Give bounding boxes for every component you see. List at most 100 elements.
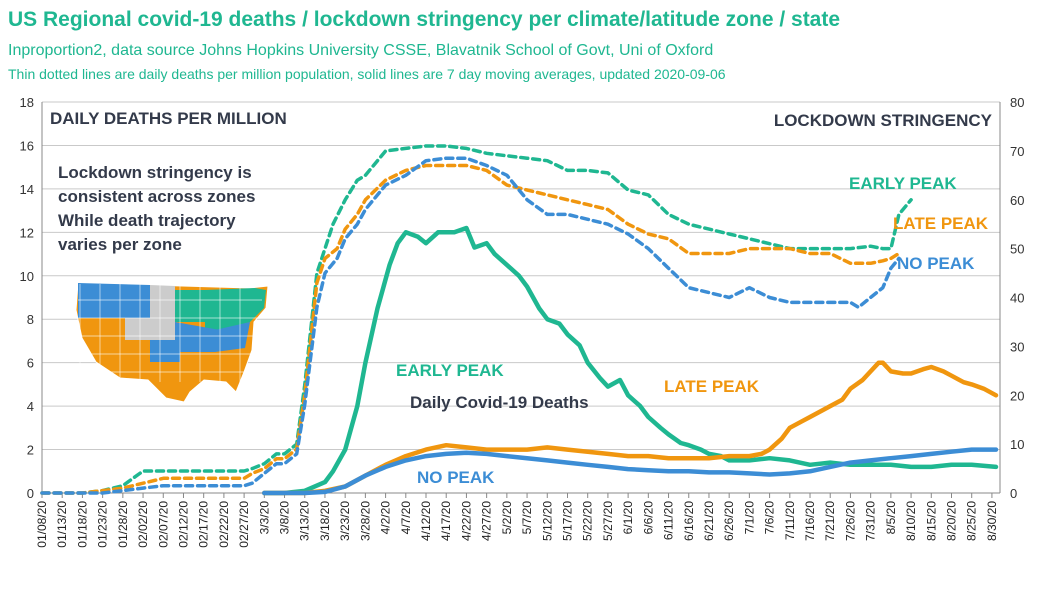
x-tick-label: 4/17/20	[439, 501, 453, 541]
x-tick-label: 3/18/20	[318, 501, 332, 541]
x-tick-label: 7/16/20	[803, 501, 817, 541]
x-tick-label: 02/02/20	[136, 501, 150, 548]
left-tick-label: 10	[20, 269, 34, 284]
x-tick-label: 6/21/20	[702, 501, 716, 541]
map-region	[175, 290, 205, 322]
x-tick-label: 7/11/20	[783, 501, 797, 540]
x-tick-label: 5/2/20	[500, 501, 514, 535]
x-tick-label: 7/6/20	[763, 501, 777, 535]
x-tick-label: 4/7/20	[399, 501, 413, 535]
left-tick-label: 14	[20, 182, 34, 197]
x-tick-label: 3/8/20	[278, 501, 292, 535]
map-region	[205, 288, 266, 330]
map-region	[125, 318, 175, 340]
annotation-label: Lockdown stringency is	[58, 163, 252, 182]
x-tick-label: 4/2/20	[379, 501, 393, 535]
x-tick-label: 3/23/20	[338, 501, 352, 541]
chart-note: Thin dotted lines are daily deaths per m…	[8, 66, 726, 82]
us-states-map-icon	[75, 282, 269, 403]
x-tick-label: 3/3/20	[257, 501, 271, 535]
left-tick-label: 16	[20, 138, 34, 153]
series-deaths_7day_avg-late	[262, 360, 999, 496]
annotation-label: LOCKDOWN STRINGENCY	[774, 111, 993, 130]
chart-title: US Regional covid-19 deaths / lockdown s…	[8, 8, 841, 31]
series-deaths_7day_avg-early	[262, 225, 999, 496]
right-tick-label: 50	[1010, 242, 1024, 257]
x-tick-label: 01/08/20	[35, 501, 49, 548]
x-tick-label: 6/26/20	[722, 501, 736, 541]
x-tick-label: 01/28/20	[116, 501, 130, 548]
x-tick-label: 02/17/20	[197, 501, 211, 548]
x-tick-label: 01/23/20	[96, 501, 110, 548]
map-region	[150, 285, 175, 318]
right-tick-label: 10	[1010, 437, 1024, 452]
annotation-label: While death trajectory	[58, 211, 236, 230]
annotation-label: varies per zone	[58, 235, 182, 254]
x-tick-label: 02/22/20	[217, 501, 231, 548]
x-tick-label: 4/12/20	[419, 501, 433, 541]
chart-series	[40, 144, 999, 496]
x-tick-label: 3/13/20	[298, 501, 312, 541]
left-tick-label: 0	[27, 486, 34, 501]
x-tick-label: 02/12/20	[176, 501, 190, 548]
annotation-label: Daily Covid-19 Deaths	[410, 393, 589, 412]
x-tick-label: 01/18/20	[75, 501, 89, 548]
chart-axes: 0 2 4 6 8 10 12 14 16 18 0 10 20 30 40 50 60 70 80 01/08/20…	[20, 95, 1025, 548]
right-tick-label: 20	[1010, 388, 1024, 403]
x-tick-label: 6/16/20	[682, 501, 696, 541]
right-tick-label: 0	[1010, 486, 1017, 501]
left-tick-label: 4	[27, 399, 34, 414]
annotation-label: NO PEAK	[417, 468, 495, 487]
annotation-label: NO PEAK	[897, 254, 975, 273]
series-deaths_7day_avg-none	[262, 447, 999, 496]
x-tick-label: 5/12/20	[540, 501, 554, 541]
x-tick-label: 7/1/20	[742, 501, 756, 535]
x-tick-label: 5/27/20	[601, 501, 615, 541]
x-tick-label: 8/25/20	[965, 501, 979, 541]
x-tick-label: 4/27/20	[480, 501, 494, 541]
right-tick-label: 80	[1010, 95, 1024, 110]
right-tick-label: 60	[1010, 193, 1024, 208]
series-stringency-early	[40, 144, 913, 495]
left-tick-label: 2	[27, 443, 34, 458]
x-tick-label: 02/27/20	[237, 501, 251, 548]
series-stringency-none	[40, 156, 901, 495]
annotation-label: EARLY PEAK	[396, 361, 504, 380]
left-tick-label: 18	[20, 95, 34, 110]
right-tick-label: 30	[1010, 339, 1024, 354]
x-tick-label: 7/26/20	[843, 501, 857, 541]
x-tick-label: 6/1/20	[621, 501, 635, 535]
x-tick-label: 8/20/20	[944, 501, 958, 541]
x-tick-label: 6/11/20	[662, 501, 676, 540]
right-tick-label: 70	[1010, 144, 1024, 159]
x-tick-label: 7/21/20	[823, 501, 837, 541]
x-tick-label: 5/7/20	[520, 501, 534, 535]
annotation-label: consistent across zones	[58, 187, 255, 206]
x-tick-label: 01/13/20	[55, 501, 69, 548]
x-tick-label: 6/6/20	[641, 501, 655, 535]
x-tick-label: 4/22/20	[459, 501, 473, 541]
x-tick-label: 3/28/20	[358, 501, 372, 541]
annotation-label: LATE PEAK	[893, 214, 989, 233]
series-stringency-late	[40, 163, 901, 495]
annotation-label: LATE PEAK	[664, 377, 760, 396]
map-region	[215, 322, 250, 352]
map-region	[78, 283, 150, 318]
map-region	[175, 322, 220, 352]
x-tick-label: 8/5/20	[884, 501, 898, 535]
annotation-label: EARLY PEAK	[849, 174, 957, 193]
left-tick-label: 12	[20, 225, 34, 240]
x-tick-label: 5/17/20	[560, 501, 574, 541]
map-region	[150, 340, 180, 362]
annotation-label: DAILY DEATHS PER MILLION	[50, 109, 287, 128]
x-tick-label: 8/15/20	[924, 501, 938, 541]
x-tick-label: 8/30/20	[985, 501, 999, 541]
x-tick-label: 7/31/20	[864, 501, 878, 541]
chart-subtitle: Inproportion2, data source Johns Hopkins…	[8, 42, 714, 59]
left-tick-label: 8	[27, 312, 34, 327]
x-tick-label: 02/07/20	[156, 501, 170, 548]
x-tick-label: 8/10/20	[904, 501, 918, 541]
chart-annotations: DAILY DEATHS PER MILLION LOCKDOWN STRINGE…	[50, 109, 993, 487]
x-tick-label: 5/22/20	[581, 501, 595, 541]
